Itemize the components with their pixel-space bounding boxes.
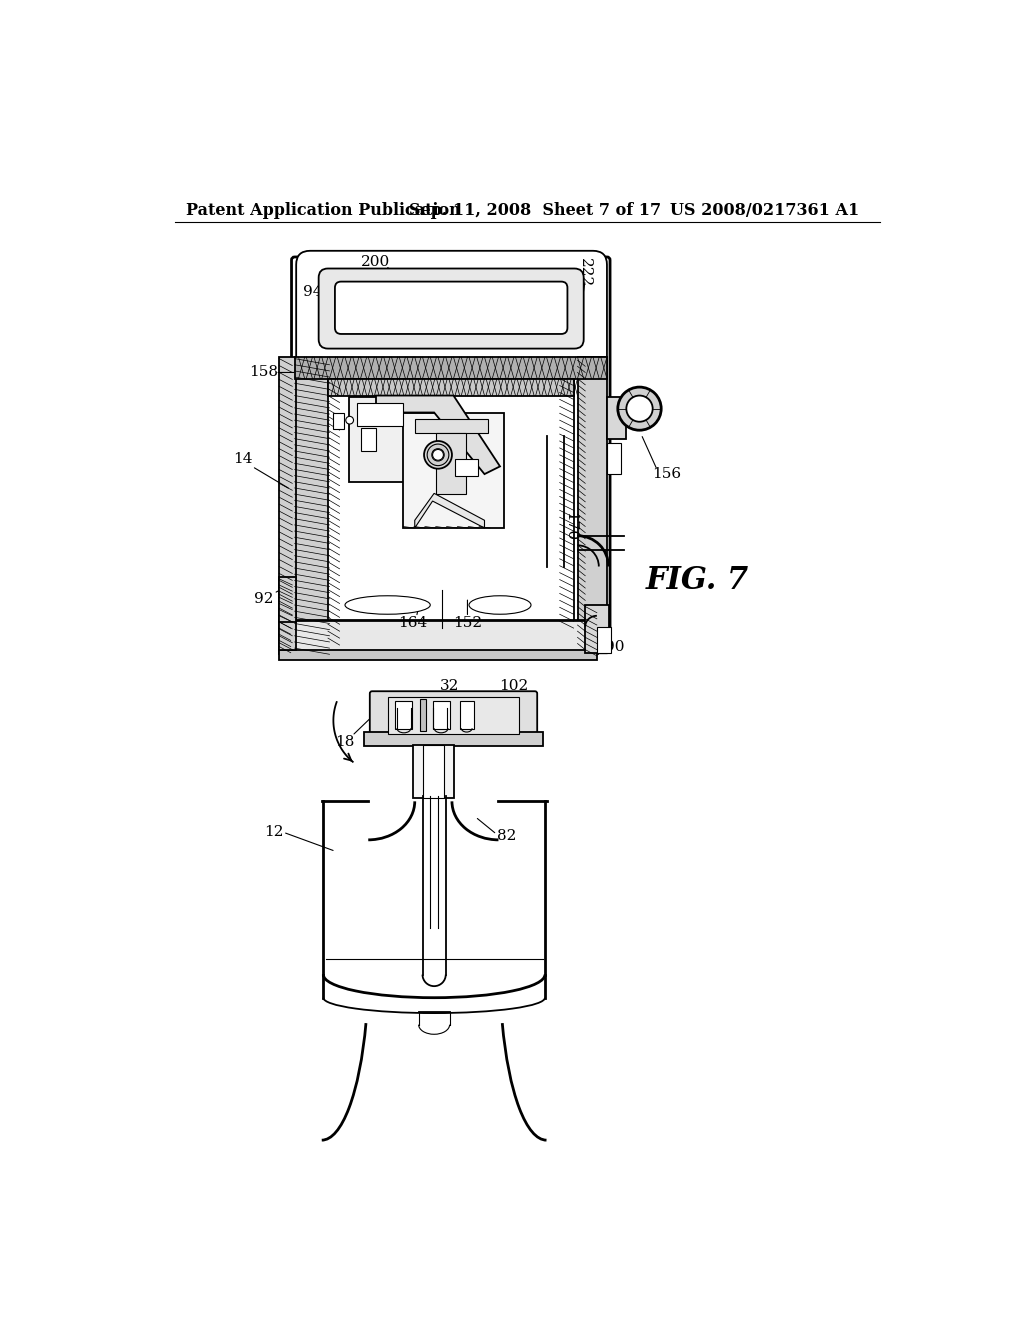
Bar [415,418,488,433]
Circle shape [617,387,662,430]
Text: 164: 164 [398,616,428,631]
Ellipse shape [345,595,430,614]
Bar [460,701,474,729]
Bar [334,412,344,429]
Bar [414,744,454,797]
FancyBboxPatch shape [318,268,584,348]
Text: 14: 14 [232,451,253,466]
Text: 18: 18 [335,735,354,748]
Bar [586,605,608,653]
Text: 90: 90 [605,640,625,655]
Text: 200: 200 [361,255,390,269]
Bar [423,744,444,797]
Bar [578,358,607,649]
Polygon shape [415,494,484,528]
Polygon shape [376,396,500,474]
Bar [280,649,597,660]
Text: 92: 92 [254,591,273,606]
FancyBboxPatch shape [292,257,610,653]
Bar [395,701,413,729]
Bar [356,404,403,426]
FancyBboxPatch shape [335,281,567,334]
Text: 152: 152 [453,616,482,631]
Circle shape [424,441,452,469]
Text: 102: 102 [500,678,528,693]
Bar [280,358,296,649]
Bar [403,412,504,528]
Text: Sep. 11, 2008  Sheet 7 of 17: Sep. 11, 2008 Sheet 7 of 17 [409,202,660,219]
FancyBboxPatch shape [370,692,538,738]
Bar [607,444,621,474]
Text: 222: 222 [579,257,592,286]
Text: 32: 32 [440,678,460,693]
Circle shape [432,450,443,461]
Bar [280,577,296,622]
Bar [328,379,573,628]
Bar [388,697,519,734]
Ellipse shape [469,595,531,614]
Circle shape [427,444,449,466]
Text: 94: 94 [303,285,323,298]
Text: 82: 82 [497,829,516,843]
Bar [280,620,597,653]
Text: FIG. 7: FIG. 7 [646,565,749,595]
Bar [432,701,450,729]
Bar [295,358,607,379]
Bar [365,733,543,746]
Text: 156: 156 [652,467,681,480]
Text: Patent Application Publication: Patent Application Publication [186,202,461,219]
FancyBboxPatch shape [296,251,607,371]
Bar [295,358,330,653]
Bar [360,428,376,451]
Text: 158: 158 [249,366,279,379]
Bar [420,700,426,731]
Circle shape [627,396,652,422]
Circle shape [432,449,444,461]
Circle shape [346,416,353,424]
Bar [436,433,466,494]
Bar [455,459,478,475]
Bar [328,379,573,396]
Bar [349,397,411,482]
Text: US 2008/0217361 A1: US 2008/0217361 A1 [671,202,860,219]
Bar [597,627,611,653]
Text: 170: 170 [563,512,577,541]
Bar [607,397,627,440]
Text: 12: 12 [264,825,284,840]
